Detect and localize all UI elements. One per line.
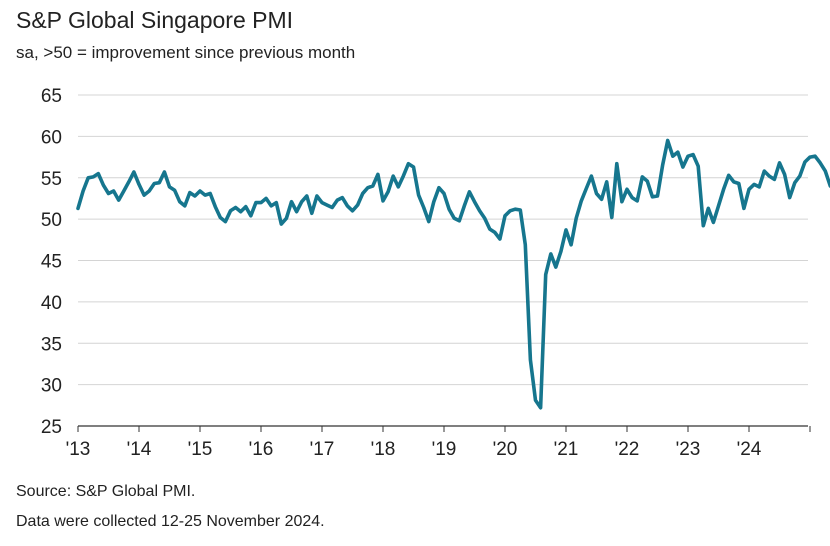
x-axis: '13 '14 '15 '16 '17 '18 '19 '20 '21 '22 '23 '24 bbox=[66, 425, 811, 460]
y-tick-label: 25 bbox=[41, 417, 62, 438]
x-tick-label: '22 bbox=[615, 439, 640, 460]
y-tick-label: 35 bbox=[41, 334, 62, 355]
x-tick-label: '18 bbox=[371, 439, 396, 460]
x-tick-label: '14 bbox=[127, 439, 152, 460]
y-tick-label: 55 bbox=[41, 169, 62, 190]
y-tick-label: 30 bbox=[41, 376, 62, 397]
x-tick-label: '16 bbox=[249, 439, 274, 460]
series-line-0 bbox=[76, 138, 830, 410]
x-tick-label: '13 bbox=[66, 439, 91, 460]
gridlines bbox=[78, 94, 808, 386]
y-tick-label: 60 bbox=[41, 127, 62, 148]
chart-subtitle: sa, >50 = improvement since previous mon… bbox=[16, 43, 356, 62]
x-tick-label: '20 bbox=[493, 439, 518, 460]
y-tick-label: 45 bbox=[41, 252, 62, 273]
x-tick-label: '21 bbox=[554, 439, 579, 460]
y-axis: 25 30 35 40 45 50 55 60 65 bbox=[41, 86, 62, 438]
pmi-line-chart: 25 30 35 40 45 50 55 60 65 '13 '14 '15 '16 '17 '18 '19… bbox=[41, 86, 830, 460]
x-tick-label: '23 bbox=[676, 439, 701, 460]
collection-note: Data were collected 12-25 November 2024. bbox=[16, 513, 325, 530]
series-group bbox=[76, 138, 830, 410]
y-tick-label: 50 bbox=[41, 210, 62, 231]
chart-title: S&P Global Singapore PMI bbox=[16, 7, 294, 33]
x-tick-label: '24 bbox=[737, 439, 762, 460]
y-tick-label: 65 bbox=[41, 86, 62, 107]
y-tick-label: 40 bbox=[41, 293, 62, 314]
x-tick-label: '17 bbox=[310, 439, 335, 460]
source-note: Source: S&P Global PMI. bbox=[16, 483, 196, 500]
x-tick-label: '15 bbox=[188, 439, 213, 460]
x-tick-label: '19 bbox=[432, 439, 457, 460]
